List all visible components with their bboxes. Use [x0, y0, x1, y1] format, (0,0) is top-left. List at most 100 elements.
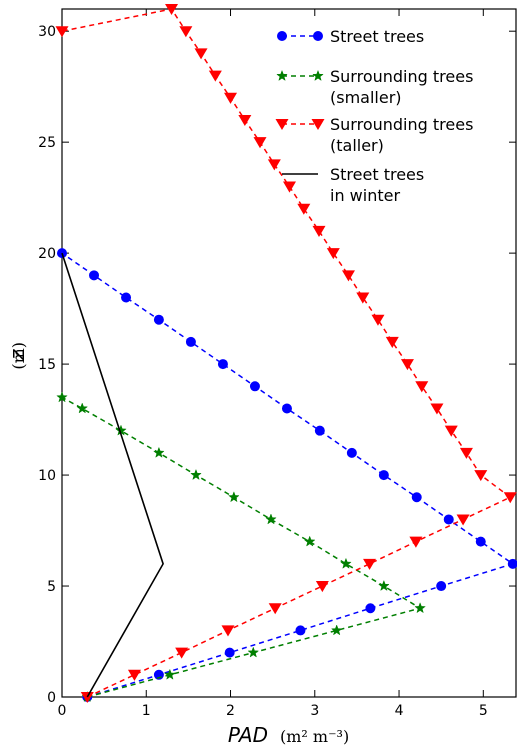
- data-point: [221, 625, 235, 637]
- data-point: [443, 514, 454, 525]
- data-point: [414, 602, 426, 614]
- data-point: [474, 470, 488, 482]
- data-point: [265, 513, 277, 525]
- data-point: [217, 359, 228, 370]
- y-tick-label: 15: [38, 357, 56, 373]
- data-point: [175, 647, 189, 659]
- data-point: [363, 558, 377, 570]
- data-point: [268, 603, 282, 615]
- y-tick-label: 30: [38, 24, 56, 40]
- data-point: [238, 114, 252, 127]
- x-axis-title: PAD: [228, 723, 268, 747]
- data-point: [456, 514, 470, 526]
- data-point: [346, 447, 357, 458]
- data-point: [459, 447, 473, 459]
- y-tick-label: 10: [38, 468, 56, 484]
- legend-label: Surrounding trees: [330, 67, 473, 86]
- legend-label: Street trees: [330, 27, 424, 46]
- data-point: [326, 248, 340, 260]
- data-point: [76, 402, 89, 414]
- legend-item-1: Street trees: [277, 27, 424, 46]
- series-3: [55, 4, 517, 704]
- data-point: [165, 4, 179, 16]
- data-point: [411, 492, 422, 503]
- data-point: [283, 181, 296, 193]
- series-1: [57, 248, 517, 702]
- data-point: [430, 403, 444, 415]
- data-point: [281, 403, 292, 414]
- data-point: [89, 270, 100, 281]
- data-point: [56, 391, 68, 403]
- data-point: [208, 70, 222, 82]
- series-line: [61, 252, 515, 698]
- data-point: [303, 535, 316, 547]
- series-line: [61, 252, 164, 698]
- legend-label: (taller): [330, 136, 384, 155]
- legend-label: Surrounding trees: [330, 115, 473, 134]
- data-point: [127, 669, 141, 681]
- data-point: [80, 692, 94, 704]
- legend-marker: [312, 69, 324, 81]
- data-point: [247, 646, 260, 658]
- data-point: [371, 314, 385, 326]
- data-point: [185, 336, 196, 347]
- data-point: [121, 292, 132, 303]
- legend-label: in winter: [330, 186, 400, 205]
- series-line: [61, 396, 422, 698]
- legend-marker: [277, 31, 287, 41]
- x-tick-label: 5: [479, 703, 488, 719]
- x-tick-label: 4: [395, 703, 404, 719]
- axis-titles: PAD (m² m⁻³) z (m): [5, 342, 349, 747]
- data-point: [444, 425, 458, 437]
- data-point: [503, 492, 517, 504]
- data-point: [330, 624, 343, 636]
- legend-marker: [311, 119, 325, 131]
- series-4: [61, 252, 164, 698]
- data-point: [224, 647, 235, 658]
- x-tick-label: 1: [142, 703, 151, 719]
- data-point: [194, 48, 208, 60]
- data-point: [164, 668, 176, 680]
- legend-marker: [276, 69, 288, 81]
- data-point: [315, 581, 329, 593]
- legend-item-2: Surrounding trees (smaller): [276, 67, 473, 107]
- legend-item-3: Surrounding trees (taller): [275, 115, 473, 155]
- data-point: [312, 225, 326, 237]
- plot-frame: [61, 8, 517, 698]
- data-point: [179, 26, 193, 38]
- series-line: [61, 8, 512, 698]
- data-point: [385, 336, 399, 348]
- data-point: [365, 603, 376, 614]
- data-point: [57, 248, 67, 259]
- legend-item-4: Street trees in winter: [282, 165, 424, 205]
- x-tick-label: 2: [226, 703, 235, 719]
- data-point: [400, 359, 414, 371]
- data-point: [356, 292, 370, 304]
- data-point: [190, 468, 202, 481]
- y-axis-title: z: [5, 349, 29, 361]
- data-point: [153, 446, 165, 458]
- axes: 0 1 2 3 4 5 0 5 10 15 20 25 30: [38, 8, 517, 719]
- data-point: [55, 26, 69, 38]
- data-point: [153, 314, 164, 325]
- data-point: [224, 92, 238, 104]
- legend-marker: [313, 31, 323, 41]
- data-point: [253, 137, 267, 149]
- data-point: [267, 159, 281, 171]
- y-tick-label: 5: [47, 579, 56, 595]
- data-point: [340, 557, 352, 569]
- x-tick-label: 3: [310, 703, 319, 719]
- data-point: [295, 625, 306, 636]
- plot-series: [55, 4, 517, 704]
- y-tick-label: 25: [38, 135, 56, 151]
- data-point: [409, 536, 423, 548]
- legend-marker: [275, 119, 289, 131]
- y-tick-label: 20: [38, 246, 56, 262]
- data-point: [378, 470, 389, 481]
- y-tick-label: 0: [47, 690, 56, 706]
- data-point: [341, 270, 355, 282]
- data-point: [228, 491, 240, 503]
- x-tick-label: 0: [58, 703, 67, 719]
